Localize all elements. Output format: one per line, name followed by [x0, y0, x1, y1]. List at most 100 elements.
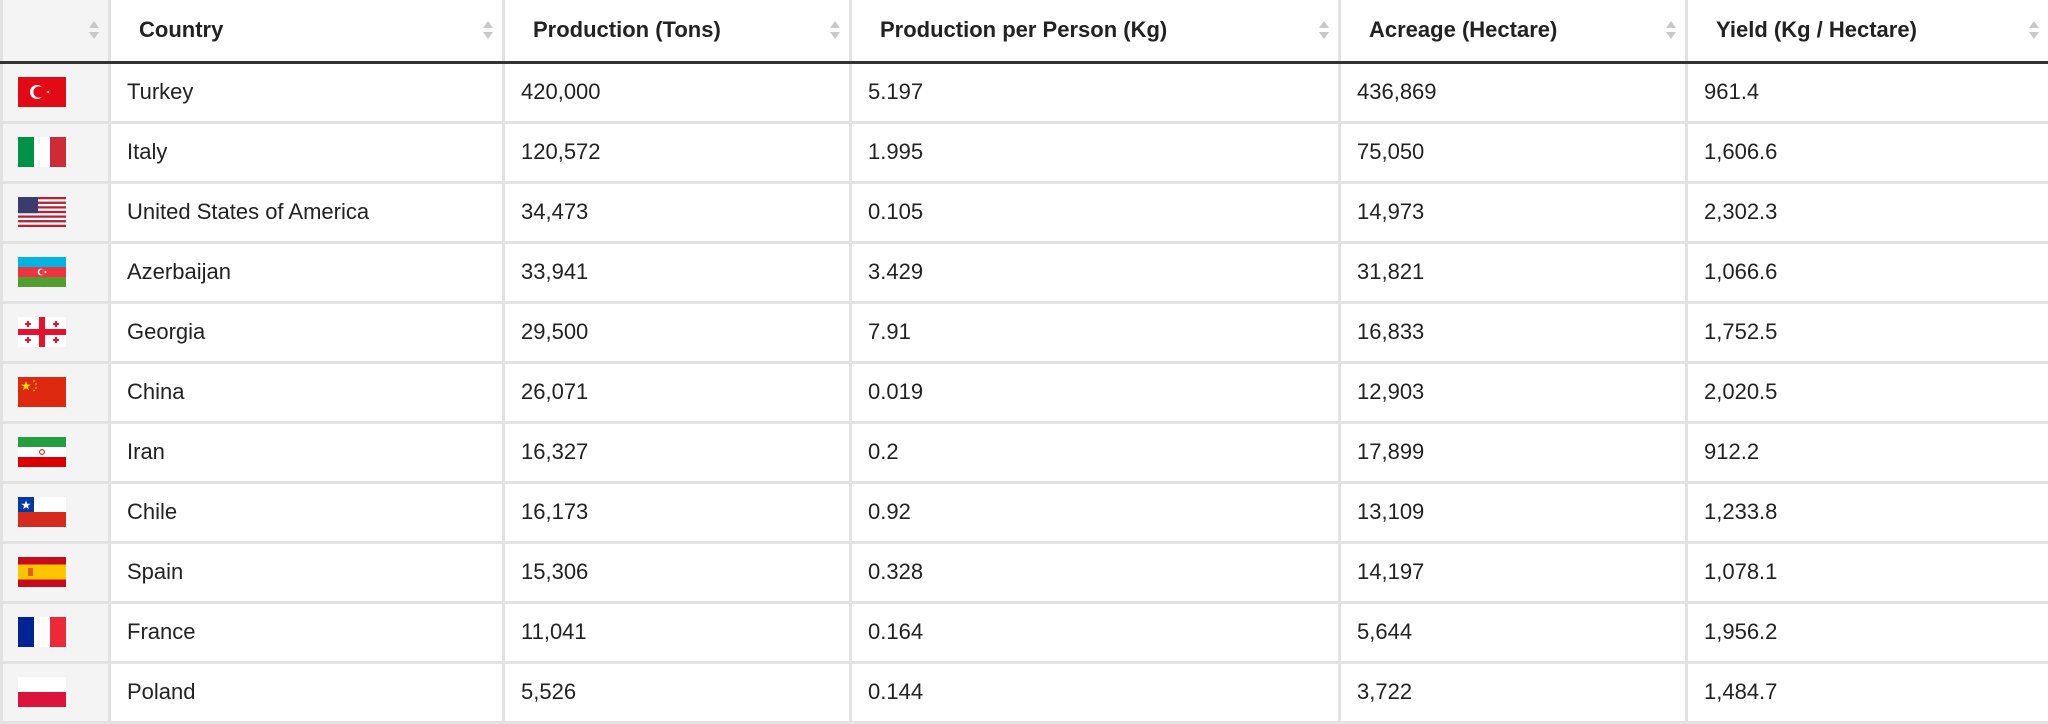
yield-cell: 912.2: [1687, 422, 2048, 482]
per-person-cell: 0.328: [851, 542, 1340, 602]
turkey-flag-icon: [18, 77, 108, 107]
per-person-cell: 0.105: [851, 182, 1340, 242]
per-person-cell: 0.164: [851, 602, 1340, 662]
acreage-cell: 5,644: [1340, 602, 1687, 662]
flag-cell: [2, 482, 110, 542]
yield-cell: 1,484.7: [1687, 662, 2048, 722]
flag-cell: [2, 602, 110, 662]
sort-icon[interactable]: [829, 19, 841, 41]
sort-icon[interactable]: [1318, 19, 1330, 41]
yield-cell: 1,066.6: [1687, 242, 2048, 302]
flag-cell: [2, 302, 110, 362]
per-person-cell: 1.995: [851, 122, 1340, 182]
country-cell: France: [110, 602, 504, 662]
yield-cell: 961.4: [1687, 62, 2048, 122]
acreage-cell: 31,821: [1340, 242, 1687, 302]
country-cell: China: [110, 362, 504, 422]
flag-cell: [2, 542, 110, 602]
production-cell: 16,327: [504, 422, 851, 482]
production-cell: 11,041: [504, 602, 851, 662]
italy-flag-icon: [18, 137, 108, 167]
production-cell: 5,526: [504, 662, 851, 722]
flag-cell: [2, 242, 110, 302]
country-cell: United States of America: [110, 182, 504, 242]
country-cell: Poland: [110, 662, 504, 722]
production-cell: 15,306: [504, 542, 851, 602]
iran-flag-icon: [18, 437, 108, 467]
spain-flag-icon: [18, 557, 108, 587]
column-header-label: Production per Person (Kg): [880, 17, 1167, 42]
production-cell: 16,173: [504, 482, 851, 542]
column-header-yield[interactable]: Yield (Kg / Hectare): [1687, 0, 2048, 62]
chile-flag-icon: [18, 497, 108, 527]
production-cell: 120,572: [504, 122, 851, 182]
acreage-cell: 12,903: [1340, 362, 1687, 422]
country-cell: Iran: [110, 422, 504, 482]
sort-icon[interactable]: [88, 19, 100, 41]
yield-cell: 1,752.5: [1687, 302, 2048, 362]
country-cell: Chile: [110, 482, 504, 542]
france-flag-icon: [18, 617, 108, 647]
poland-flag-icon: [18, 677, 108, 707]
production-cell: 29,500: [504, 302, 851, 362]
per-person-cell: 0.92: [851, 482, 1340, 542]
acreage-cell: 3,722: [1340, 662, 1687, 722]
per-person-cell: 0.144: [851, 662, 1340, 722]
usa-flag-icon: [18, 197, 108, 227]
column-header-label: Acreage (Hectare): [1369, 17, 1557, 42]
country-cell: Azerbaijan: [110, 242, 504, 302]
column-header-flag[interactable]: [2, 0, 110, 62]
flag-cell: [2, 62, 110, 122]
acreage-cell: 14,973: [1340, 182, 1687, 242]
yield-cell: 1,233.8: [1687, 482, 2048, 542]
per-person-cell: 0.019: [851, 362, 1340, 422]
sort-icon[interactable]: [482, 19, 494, 41]
production-cell: 34,473: [504, 182, 851, 242]
per-person-cell: 0.2: [851, 422, 1340, 482]
yield-cell: 2,020.5: [1687, 362, 2048, 422]
column-header-label: Yield (Kg / Hectare): [1716, 17, 1917, 42]
acreage-cell: 17,899: [1340, 422, 1687, 482]
per-person-cell: 5.197: [851, 62, 1340, 122]
flag-cell: [2, 122, 110, 182]
per-person-cell: 3.429: [851, 242, 1340, 302]
column-header-label: Production (Tons): [533, 17, 721, 42]
yield-cell: 2,302.3: [1687, 182, 2048, 242]
production-cell: 420,000: [504, 62, 851, 122]
column-header-country[interactable]: Country: [110, 0, 504, 62]
flag-cell: [2, 422, 110, 482]
country-cell: Georgia: [110, 302, 504, 362]
column-header-production-per-person[interactable]: Production per Person (Kg): [851, 0, 1340, 62]
country-cell: Italy: [110, 122, 504, 182]
column-header-production[interactable]: Production (Tons): [504, 0, 851, 62]
per-person-cell: 7.91: [851, 302, 1340, 362]
sort-icon[interactable]: [1665, 19, 1677, 41]
column-header-acreage[interactable]: Acreage (Hectare): [1340, 0, 1687, 62]
production-cell: 33,941: [504, 242, 851, 302]
header-row: Country Production (Tons) Production per…: [2, 0, 2048, 62]
china-flag-icon: [18, 377, 108, 407]
azerbaijan-flag-icon: [18, 257, 108, 287]
yield-cell: 1,956.2: [1687, 602, 2048, 662]
production-cell: 26,071: [504, 362, 851, 422]
flag-cell: [2, 362, 110, 422]
acreage-cell: 436,869: [1340, 62, 1687, 122]
georgia-flag-icon: [18, 317, 108, 347]
column-header-label: Country: [139, 17, 223, 42]
country-cell: Spain: [110, 542, 504, 602]
sort-icon[interactable]: [2028, 19, 2040, 41]
yield-cell: 1,078.1: [1687, 542, 2048, 602]
